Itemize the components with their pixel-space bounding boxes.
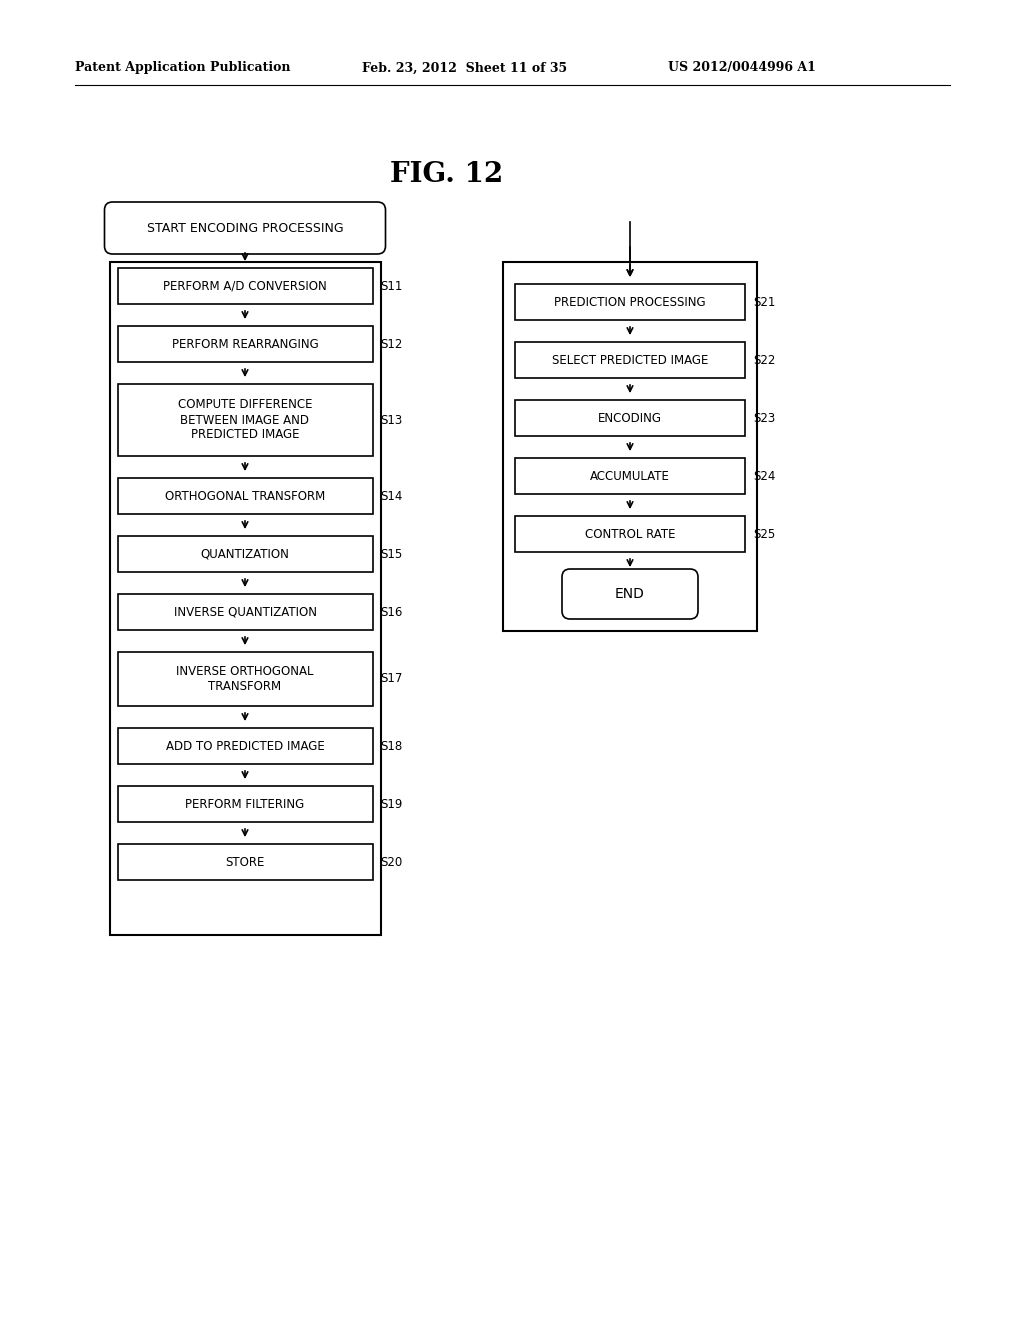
Bar bbox=[515, 516, 745, 552]
Text: ADD TO PREDICTED IMAGE: ADD TO PREDICTED IMAGE bbox=[166, 739, 325, 752]
Text: S19: S19 bbox=[381, 797, 402, 810]
Text: ORTHOGONAL TRANSFORM: ORTHOGONAL TRANSFORM bbox=[165, 490, 326, 503]
Text: S21: S21 bbox=[753, 296, 775, 309]
Text: S22: S22 bbox=[753, 354, 775, 367]
Bar bbox=[110, 261, 381, 935]
Text: PERFORM REARRANGING: PERFORM REARRANGING bbox=[172, 338, 318, 351]
Text: S23: S23 bbox=[753, 412, 775, 425]
Text: INVERSE QUANTIZATION: INVERSE QUANTIZATION bbox=[173, 606, 316, 619]
Bar bbox=[118, 268, 373, 304]
Text: ENCODING: ENCODING bbox=[598, 412, 662, 425]
Bar bbox=[118, 478, 373, 513]
Text: INVERSE ORTHOGONAL
TRANSFORM: INVERSE ORTHOGONAL TRANSFORM bbox=[176, 665, 313, 693]
Text: SELECT PREDICTED IMAGE: SELECT PREDICTED IMAGE bbox=[552, 354, 709, 367]
Text: QUANTIZATION: QUANTIZATION bbox=[201, 548, 290, 561]
Text: PERFORM A/D CONVERSION: PERFORM A/D CONVERSION bbox=[163, 280, 327, 293]
Bar bbox=[118, 729, 373, 764]
Text: END: END bbox=[615, 587, 645, 601]
Bar bbox=[118, 652, 373, 706]
Text: FIG. 12: FIG. 12 bbox=[390, 161, 503, 189]
Text: S18: S18 bbox=[381, 739, 402, 752]
Text: CONTROL RATE: CONTROL RATE bbox=[585, 528, 675, 540]
FancyBboxPatch shape bbox=[562, 569, 698, 619]
Bar bbox=[118, 785, 373, 822]
Text: S16: S16 bbox=[381, 606, 402, 619]
Bar bbox=[515, 342, 745, 378]
Text: S11: S11 bbox=[381, 280, 402, 293]
Bar bbox=[118, 843, 373, 880]
Text: Patent Application Publication: Patent Application Publication bbox=[75, 62, 291, 74]
Text: US 2012/0044996 A1: US 2012/0044996 A1 bbox=[668, 62, 816, 74]
Bar bbox=[118, 594, 373, 630]
Text: S13: S13 bbox=[381, 413, 402, 426]
FancyBboxPatch shape bbox=[104, 202, 385, 253]
Text: STORE: STORE bbox=[225, 855, 264, 869]
Text: S17: S17 bbox=[381, 672, 402, 685]
Text: START ENCODING PROCESSING: START ENCODING PROCESSING bbox=[146, 222, 343, 235]
Text: PREDICTION PROCESSING: PREDICTION PROCESSING bbox=[554, 296, 706, 309]
Text: S24: S24 bbox=[753, 470, 775, 483]
Text: Feb. 23, 2012  Sheet 11 of 35: Feb. 23, 2012 Sheet 11 of 35 bbox=[362, 62, 567, 74]
Text: S12: S12 bbox=[381, 338, 402, 351]
Text: ACCUMULATE: ACCUMULATE bbox=[590, 470, 670, 483]
Text: S15: S15 bbox=[381, 548, 402, 561]
Bar bbox=[515, 400, 745, 436]
Text: S20: S20 bbox=[381, 855, 402, 869]
Text: S25: S25 bbox=[753, 528, 775, 540]
Bar bbox=[515, 458, 745, 494]
Bar bbox=[118, 384, 373, 455]
Bar bbox=[515, 284, 745, 319]
Bar bbox=[118, 536, 373, 572]
Text: PERFORM FILTERING: PERFORM FILTERING bbox=[185, 797, 304, 810]
Bar bbox=[118, 326, 373, 362]
Bar bbox=[503, 261, 757, 631]
Text: COMPUTE DIFFERENCE
BETWEEN IMAGE AND
PREDICTED IMAGE: COMPUTE DIFFERENCE BETWEEN IMAGE AND PRE… bbox=[178, 399, 312, 441]
Text: S14: S14 bbox=[381, 490, 402, 503]
